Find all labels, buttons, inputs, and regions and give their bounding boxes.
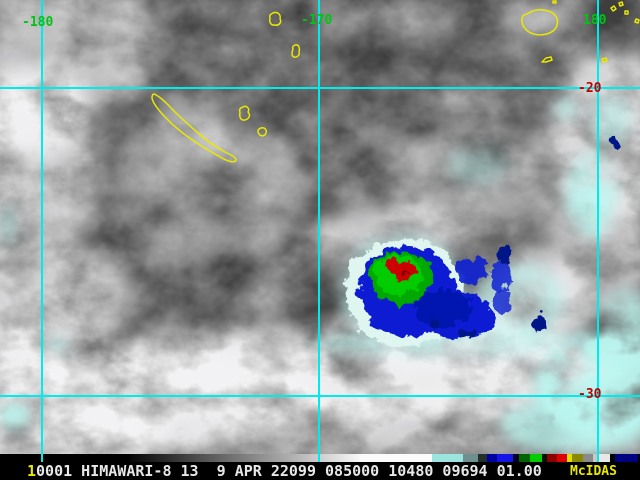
colorbar-segment (497, 454, 513, 462)
colorbar-segment (610, 454, 615, 462)
lon-label-east: 180 (583, 13, 607, 28)
coastline-new-caledonia (151, 93, 237, 163)
lon-label-west: -180 (22, 15, 54, 30)
colorbar-segment (0, 454, 130, 462)
grid-line-lat-20s (0, 87, 640, 89)
lat-label-south: -30 (578, 387, 602, 402)
cloud-texture-cirrus-cyan (0, 0, 640, 454)
colorbar-segment (130, 454, 360, 462)
colorbar-segment (583, 454, 593, 462)
coastline-fiji (521, 9, 559, 63)
colorbar-segment (360, 454, 432, 462)
status-bar: 10001 HIMAWARI-8 13 9 APR 22099 085000 1… (0, 462, 640, 480)
colorbar-segment (572, 454, 583, 462)
colorbar-segment (530, 454, 542, 462)
colorbar-segment (547, 454, 557, 462)
storm-system (342, 132, 617, 343)
colorbar-segment (557, 454, 567, 462)
colorbar-segment (432, 454, 463, 462)
grid-line-lon-170w (318, 0, 320, 462)
colorbar-segment (615, 454, 638, 462)
grid-line-lon-180e (597, 0, 599, 462)
coastline-overlay (151, 0, 640, 163)
colorbar-segment (638, 454, 640, 462)
colorbar-segment (478, 454, 487, 462)
coastline-small-islets (552, 0, 640, 63)
grid-line-lat-30s (0, 395, 640, 397)
colorbar-segment (513, 454, 519, 462)
status-text: 10001 HIMAWARI-8 13 9 APR 22099 085000 1… (27, 462, 542, 480)
colorbar-segment (567, 454, 572, 462)
colorbar-segment (598, 454, 610, 462)
image-info-text: 0001 HIMAWARI-8 13 9 APR 22099 085000 10… (36, 462, 542, 480)
grid-line-lon-180w (41, 0, 43, 462)
colorbar-segment (487, 454, 497, 462)
frame-number: 1 (27, 462, 37, 480)
coastline-loyalty-islands (238, 105, 267, 137)
lon-label-mid: -170 (301, 13, 333, 28)
colorbar-segment (463, 454, 478, 462)
enhancement-colorbar (0, 454, 640, 462)
satellite-image-canvas[interactable] (0, 0, 640, 454)
colorbar-segment (519, 454, 530, 462)
mcidas-brand: McIDAS (570, 464, 617, 479)
colorbar-segment (593, 454, 598, 462)
lat-label-north: -20 (578, 81, 602, 96)
colorbar-segment (542, 454, 547, 462)
coastline-vanuatu (269, 11, 301, 58)
